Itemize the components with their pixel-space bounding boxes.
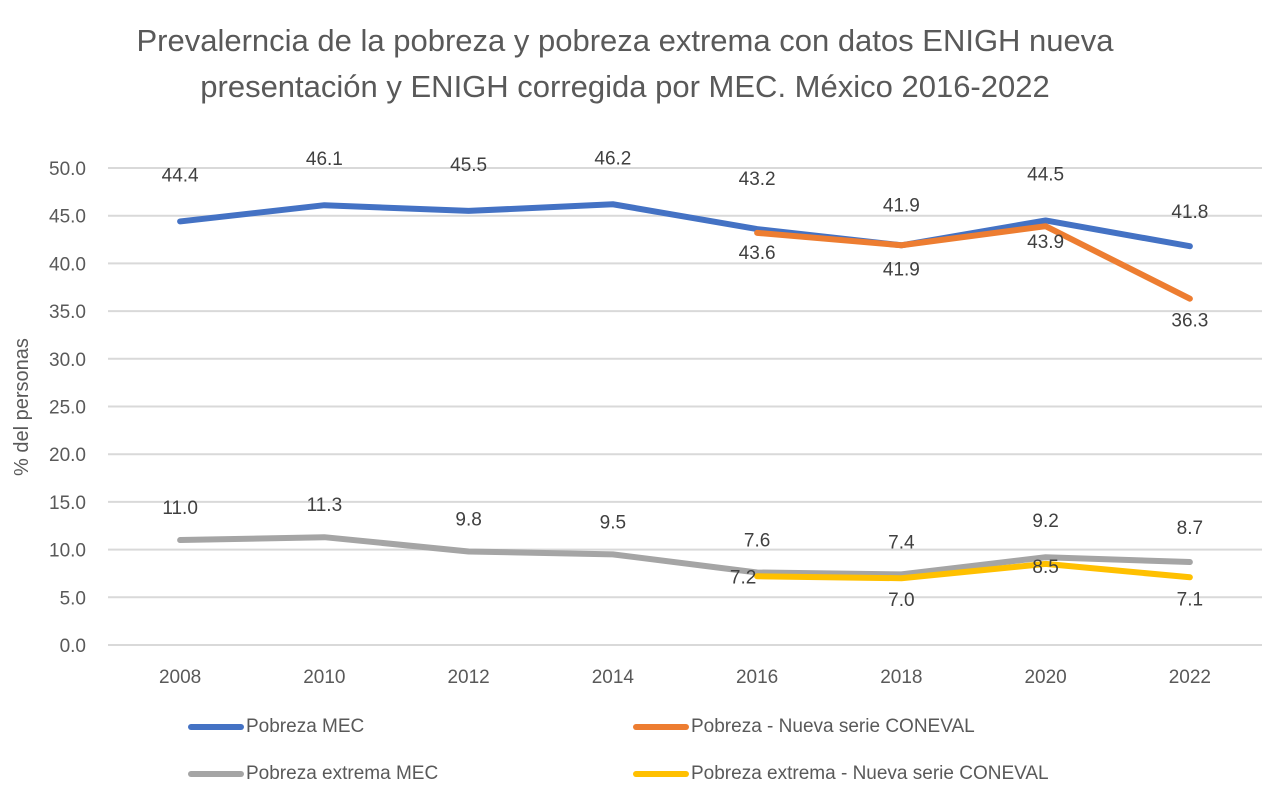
legend-swatch (633, 771, 689, 777)
legend-label: Pobreza MEC (246, 716, 365, 737)
data-label: 41.9 (883, 259, 920, 280)
x-tick-label: 2014 (592, 667, 635, 688)
legend-swatch (633, 724, 689, 730)
data-label: 7.6 (744, 530, 770, 551)
y-axis-ticks: 0.0 5.0 10.0 15.0 20.0 25.0 30.0 35.0 40.0 45.0 50… (49, 159, 86, 657)
chart-title: Prevalerncia de la pobreza y pobreza ext… (0, 18, 1250, 110)
y-axis-label: % del personas (11, 338, 33, 476)
x-tick-label: 2018 (880, 667, 922, 688)
legend-label: Pobreza extrema - Nueva serie CONEVAL (691, 763, 1049, 784)
y-tick-label: 20.0 (49, 445, 86, 466)
legend-swatch (188, 724, 244, 730)
data-label: 11.3 (307, 495, 343, 516)
legend-item-pobreza-mec: Pobreza MEC (188, 716, 364, 738)
legend-item-pobreza-coneval: Pobreza - Nueva serie CONEVAL (633, 716, 975, 738)
data-label: 9.8 (455, 510, 481, 531)
data-label: 36.3 (1171, 311, 1208, 332)
x-tick-label: 2010 (303, 667, 345, 688)
data-label: 8.5 (1032, 557, 1058, 578)
data-label: 7.0 (888, 590, 914, 611)
x-tick-label: 2022 (1169, 667, 1211, 688)
legend-item-pobreza-extrema-mec: Pobreza extrema MEC (188, 763, 438, 785)
x-tick-label: 2016 (736, 667, 778, 688)
data-label: 7.2 (730, 567, 756, 588)
data-label: 41.9 (883, 195, 920, 216)
series-lines (177, 201, 1193, 582)
series-line-4 (754, 560, 1193, 582)
legend-label: Pobreza extrema MEC (246, 763, 439, 784)
series-line-1 (177, 201, 1193, 250)
data-label: 46.2 (594, 148, 631, 169)
legend-item-pobreza-extrema-coneval: Pobreza extrema - Nueva serie CONEVAL (633, 763, 1049, 785)
legend-swatch (188, 771, 244, 777)
legend-label: Pobreza - Nueva serie CONEVAL (691, 716, 975, 737)
data-label: 44.5 (1027, 164, 1064, 185)
chart-title-line-1: Prevalerncia de la pobreza y pobreza ext… (136, 23, 1114, 58)
y-tick-label: 25.0 (49, 398, 86, 419)
data-label: 43.2 (739, 169, 776, 190)
data-labels: 44.4 46.1 45.5 46.2 43.6 41.9 44.5 41.8 43.2 41.9… (162, 148, 1209, 611)
data-label: 46.1 (306, 149, 343, 170)
data-label: 8.7 (1177, 518, 1203, 539)
y-tick-label: 0.0 (60, 636, 86, 657)
chart-title-line-2: presentación y ENIGH corregida por MEC. … (200, 69, 1050, 104)
x-axis-ticks: 2008 2010 2012 2014 2016 2018 2020 2022 (159, 667, 1211, 688)
y-tick-label: 30.0 (49, 350, 86, 371)
data-label: 41.8 (1171, 202, 1208, 223)
data-label: 45.5 (450, 155, 487, 176)
y-tick-label: 5.0 (60, 588, 86, 609)
series-line-2 (754, 223, 1193, 302)
y-tick-label: 40.0 (49, 254, 86, 275)
data-label: 43.6 (739, 243, 776, 264)
gridlines (108, 167, 1262, 646)
y-tick-label: 50.0 (49, 159, 86, 180)
series-line-3 (177, 534, 1193, 578)
data-label: 11.0 (162, 498, 198, 519)
y-tick-label: 45.0 (49, 207, 86, 228)
x-tick-label: 2020 (1024, 667, 1066, 688)
y-tick-label: 35.0 (49, 302, 86, 323)
data-label: 7.1 (1177, 589, 1203, 610)
data-label: 9.2 (1032, 511, 1058, 532)
data-label: 9.5 (600, 512, 626, 533)
data-label: 43.9 (1027, 232, 1064, 253)
y-tick-label: 15.0 (49, 493, 86, 514)
y-tick-label: 10.0 (49, 541, 86, 562)
x-tick-label: 2012 (447, 667, 489, 688)
x-tick-label: 2008 (159, 667, 201, 688)
data-label: 44.4 (162, 165, 199, 186)
data-label: 7.4 (888, 532, 915, 553)
